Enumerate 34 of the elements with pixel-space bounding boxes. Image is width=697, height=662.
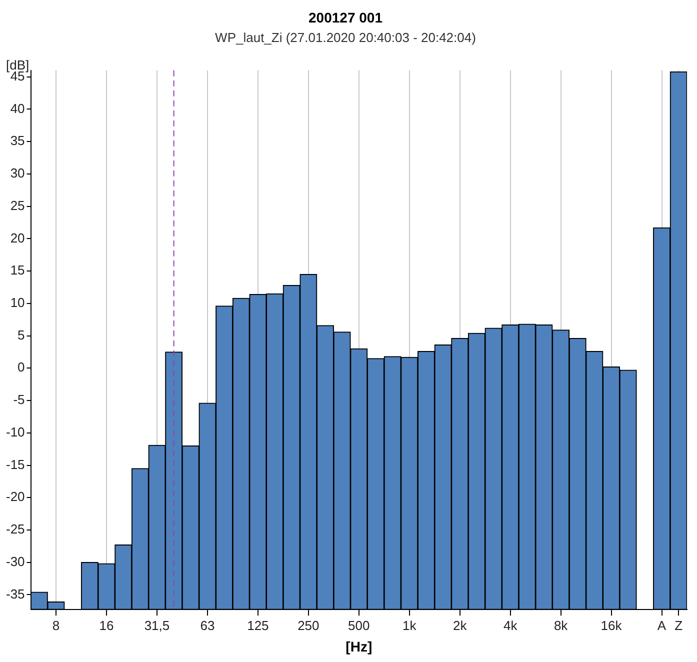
x-tick-label: A xyxy=(657,618,666,633)
y-tick-label: 35 xyxy=(10,133,25,148)
y-tick-label: -5 xyxy=(13,392,25,408)
x-tick-label: Z xyxy=(674,618,683,633)
y-tick-label: 25 xyxy=(10,198,25,213)
y-tick-label: -20 xyxy=(6,489,25,504)
x-tick-label: 500 xyxy=(348,618,370,633)
x-tick-label: 4k xyxy=(503,618,518,633)
chart-title: 200127 001 xyxy=(308,9,383,26)
y-tick-label: -35 xyxy=(6,586,25,602)
x-axis-title: [Hz] xyxy=(346,638,372,654)
y-tick-label: 0 xyxy=(18,360,25,375)
x-tick-label: 63 xyxy=(200,618,215,633)
y-axis-title: [dB] xyxy=(6,57,30,72)
y-tick-label: 20 xyxy=(10,230,25,246)
x-tick-label: 125 xyxy=(247,618,269,633)
x-tick-label: 1k xyxy=(402,618,417,633)
x-tick-label: 250 xyxy=(298,618,320,633)
y-tick-label: -10 xyxy=(6,424,25,440)
y-tick-label: -25 xyxy=(6,522,25,537)
x-tick-label: 31,5 xyxy=(144,618,170,633)
x-tick-label: 8 xyxy=(52,618,60,633)
y-tick-label: 5 xyxy=(18,327,25,342)
chart-subtitle: WP_laut_Zi (27.01.2020 20:40:03 - 20:42:04) xyxy=(215,30,476,46)
y-tick-label: 30 xyxy=(10,166,25,181)
y-tick-label: 15 xyxy=(10,262,25,278)
y-tick-label: 10 xyxy=(10,295,25,310)
y-tick-label: -15 xyxy=(6,456,25,472)
y-tick-label: 40 xyxy=(10,100,25,116)
x-tick-label: 2k xyxy=(452,618,468,633)
x-tick-label: 16 xyxy=(99,618,114,633)
x-tick-label: 16k xyxy=(600,618,622,633)
y-tick-label: -30 xyxy=(6,554,25,569)
x-tick-label: 8k xyxy=(554,618,568,633)
